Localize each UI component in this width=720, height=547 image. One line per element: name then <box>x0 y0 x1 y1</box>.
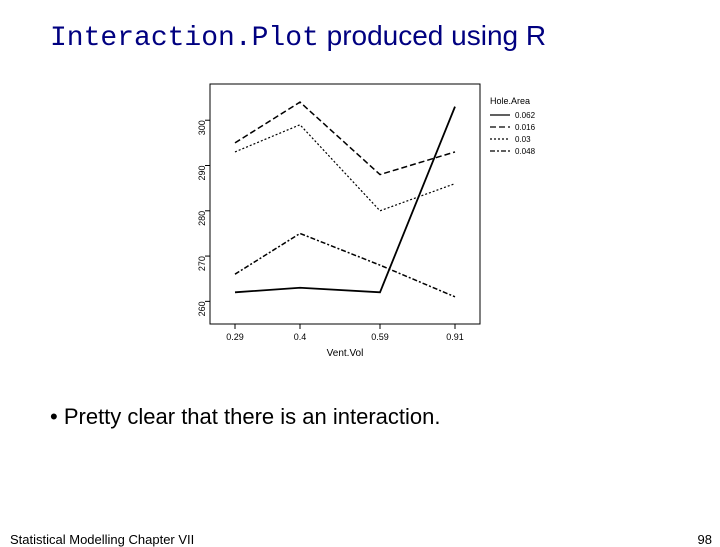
svg-text:0.062: 0.062 <box>515 111 536 120</box>
bullet-text: Pretty clear that there is an interactio… <box>64 404 441 429</box>
title-rest-part: produced using R <box>319 20 546 51</box>
svg-text:0.016: 0.016 <box>515 123 536 132</box>
svg-text:0.91: 0.91 <box>446 332 464 342</box>
svg-text:300: 300 <box>197 120 207 135</box>
svg-text:260: 260 <box>197 301 207 316</box>
chart-svg: 260 270 280 290 300 0.29 0.4 0.59 0.91 Vent.Vol Ho… <box>150 74 570 374</box>
svg-text:0.29: 0.29 <box>226 332 244 342</box>
svg-text:270: 270 <box>197 256 207 271</box>
interaction-plot: 260 270 280 290 300 0.29 0.4 0.59 0.91 Vent.Vol Ho… <box>150 74 570 374</box>
slide-title: Interaction.Plot produced using R <box>0 0 720 64</box>
bullet-point: • Pretty clear that there is an interact… <box>0 394 720 440</box>
svg-text:Vent.Vol: Vent.Vol <box>327 348 364 359</box>
svg-text:290: 290 <box>197 166 207 181</box>
svg-text:Hole.Area: Hole.Area <box>490 96 530 106</box>
svg-text:0.59: 0.59 <box>371 332 389 342</box>
title-code-part: Interaction.Plot <box>50 23 319 54</box>
svg-text:0.03: 0.03 <box>515 135 531 144</box>
svg-text:0.4: 0.4 <box>294 332 307 342</box>
svg-text:280: 280 <box>197 211 207 226</box>
svg-text:0.048: 0.048 <box>515 147 536 156</box>
